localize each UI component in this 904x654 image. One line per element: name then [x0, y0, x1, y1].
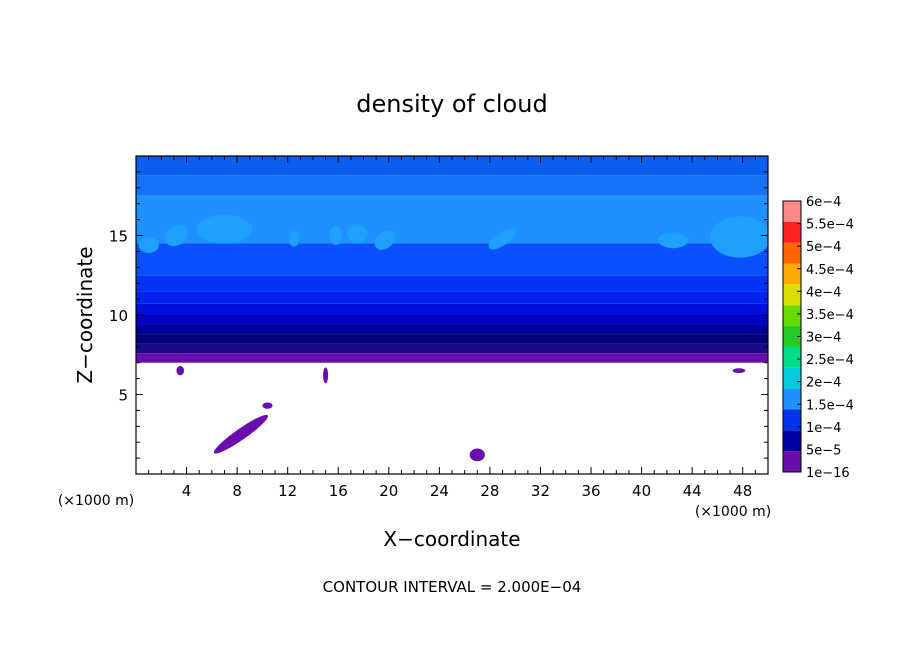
- colorbar-label: 5e−4: [806, 240, 841, 255]
- field-layer-1: [136, 343, 768, 354]
- x-unit-label-right: (×1000 m): [695, 504, 771, 520]
- colorbar-label: 1.5e−4: [806, 398, 854, 413]
- colorbar-label: 3e−4: [806, 331, 841, 346]
- x-unit-label-left: (×1000 m): [58, 493, 134, 509]
- field-layer-7: [136, 275, 768, 292]
- field-layer-6: [136, 291, 768, 304]
- lower-patch-4: [323, 367, 329, 384]
- colorbar-swatch: [783, 367, 801, 389]
- colorbar-label: 5e−5: [806, 443, 841, 458]
- colorbar-label: 5.5e−4: [806, 218, 854, 233]
- colorbar-swatch: [783, 305, 801, 327]
- upper-patch-9: [138, 237, 159, 253]
- x-axis-label: X−coordinate: [383, 527, 520, 551]
- lower-patch-1: [262, 402, 273, 409]
- colorbar-label: 4e−4: [806, 285, 841, 300]
- y-tick-label: 10: [109, 307, 128, 325]
- colorbar-label: 1e−4: [806, 421, 841, 436]
- colorbar-label: 3.5e−4: [806, 308, 854, 323]
- lower-patch-3: [732, 368, 746, 374]
- upper-patch-4: [347, 224, 368, 244]
- colorbar-swatch: [783, 451, 801, 472]
- colorbar-swatch: [783, 284, 801, 306]
- x-tick-label: 36: [581, 482, 600, 500]
- field-layer-4: [136, 315, 768, 325]
- colorbar-label: 2.5e−4: [806, 353, 854, 368]
- x-tick-label: 32: [531, 482, 550, 500]
- upper-patch-3: [329, 225, 343, 246]
- x-tick-label: 4: [182, 482, 192, 500]
- colorbar: 1e−16 5e−5 1e−4 1.5e−4 2e−4 2.5e−4 3e−4 3.5e−4 4…: [782, 195, 854, 481]
- colorbar-swatch: [783, 430, 801, 452]
- field-layer-0: [136, 353, 768, 363]
- upper-patch-5: [374, 230, 396, 250]
- x-tick-label: 48: [733, 482, 752, 500]
- x-tick-label: 24: [430, 482, 449, 500]
- y-axis: 5 10 15: [109, 171, 768, 459]
- lower-patch-5: [176, 365, 185, 376]
- x-tick-label: 12: [278, 482, 297, 500]
- field-layer-10: [136, 175, 768, 196]
- field-layer-11: [136, 156, 768, 176]
- contour-field: [136, 156, 768, 462]
- upper-patch-7: [658, 232, 689, 249]
- colorbar-swatch: [783, 263, 801, 285]
- x-tick-label: 28: [480, 482, 499, 500]
- field-layer-2: [136, 334, 768, 344]
- y-axis-label: Z−coordinate: [73, 246, 97, 383]
- upper-patch-1: [196, 214, 253, 244]
- upper-patch-0: [164, 224, 189, 247]
- colorbar-swatch: [783, 326, 801, 347]
- colorbar-swatch: [783, 221, 801, 243]
- field-layer-5: [136, 303, 768, 315]
- upper-patch-2: [288, 230, 300, 247]
- colorbar-label: 2e−4: [806, 376, 841, 391]
- x-tick-label: 44: [683, 482, 702, 500]
- upper-patch-6: [488, 227, 517, 250]
- x-tick-label: 20: [379, 482, 398, 500]
- x-tick-label: 8: [232, 482, 242, 500]
- y-tick-label: 15: [109, 228, 128, 246]
- y-tick-label: 5: [118, 387, 128, 405]
- x-tick-label: 40: [632, 482, 651, 500]
- colorbar-swatch: [783, 388, 801, 410]
- x-axis: 4 8 12 16 20 24 28 32 36 40 44 48: [148, 156, 756, 500]
- colorbar-label: 6e−4: [806, 195, 841, 210]
- colorbar-swatch: [783, 201, 801, 222]
- colorbar-swatch: [783, 409, 801, 431]
- lower-patch-2: [469, 448, 485, 462]
- lower-patch-0: [213, 414, 269, 454]
- contour-interval-footer: CONTOUR INTERVAL = 2.000E−04: [323, 578, 582, 596]
- colorbar-label: 4.5e−4: [806, 263, 854, 278]
- colorbar-swatch: [783, 346, 801, 368]
- colorbar-label: 1e−16: [806, 466, 850, 481]
- x-tick-label: 16: [329, 482, 348, 500]
- colorbar-swatch: [783, 242, 801, 264]
- field-layer-8: [136, 243, 768, 276]
- field-layer-3: [136, 324, 768, 335]
- upper-patch-8: [709, 216, 768, 258]
- chart-title: density of cloud: [356, 90, 547, 118]
